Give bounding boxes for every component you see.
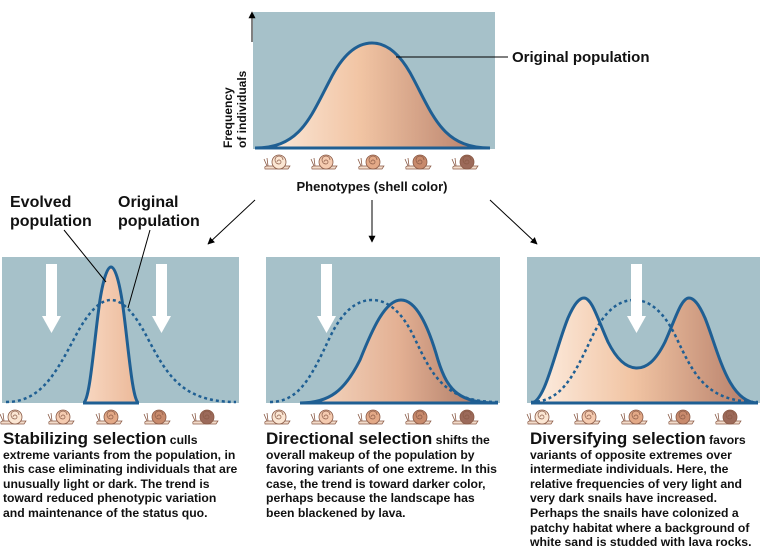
diversifying-text: favors variants of opposite extremes ove… [530,433,752,550]
selection-arrow-icon [152,264,171,333]
y-axis-label: Frequency of individuals [221,70,249,148]
top-panel: Original population Frequency of individ… [221,11,650,194]
snail-icon [0,409,27,425]
snail-rows [0,154,742,425]
snail-icon [263,154,291,170]
selection-arrow-icon [42,264,61,333]
directional-text: shifts the overall makeup of the populat… [266,433,497,520]
snail-icon [451,409,479,425]
snail-icon [404,409,432,425]
stabilizing-evolved-curve [81,265,141,405]
evolved-leader-line [63,229,107,283]
snail-icon [451,154,479,170]
directional-panel [266,257,500,405]
stabilizing-text: culls extreme variants from the populati… [3,433,238,520]
snail-icon [47,409,75,425]
diversifying-original-curve [530,298,759,404]
snail-icon [95,409,123,425]
snail-icon [620,409,648,425]
flow-arrow-icon [207,199,256,245]
original-population-label-line2: population [118,213,200,230]
evolved-population-label-line2: population [10,213,92,230]
y-axis-label-line2: of individuals [235,70,249,148]
directional-title: Directional selection [266,429,433,448]
stabilizing-title: Stabilizing selection [3,429,167,448]
snail-icon [263,409,291,425]
snail-icon [310,409,338,425]
diversifying-description: Diversifying selection favors variants o… [530,430,762,550]
diversifying-evolved-curve [530,296,759,405]
flow-arrows [207,199,538,245]
snail-icon [573,409,601,425]
stabilizing-original-curve [5,298,237,404]
snail-icon [714,409,742,425]
x-axis-label: Phenotypes (shell color) [297,179,448,194]
snail-icon [357,154,385,170]
diversifying-title: Diversifying selection [530,429,706,448]
selection-arrow-icon [627,264,646,333]
original-population-label-line1: Original [118,194,178,211]
snail-icon [404,154,432,170]
directional-evolved-curve [299,298,499,405]
curve-label-original-population: Original population [512,49,650,66]
stabilizing-description: Stabilizing selection culls extreme vari… [3,430,239,521]
snail-icon [526,409,554,425]
original-population-curve [254,41,491,150]
snail-icon [357,409,385,425]
diversifying-panel [527,257,760,405]
snail-icon [143,409,171,425]
snail-icon [667,409,695,425]
snail-icon [310,154,338,170]
evolved-population-label-line1: Evolved [10,194,71,211]
flow-arrow-icon [489,199,538,245]
directional-description: Directional selection shifts the overall… [266,430,498,521]
directional-original-curve [269,298,499,404]
snail-icon [191,409,219,425]
y-axis-label-line1: Frequency [221,87,235,148]
selection-arrow-icon [317,264,336,333]
stabilizing-panel: Evolved population Original population [2,194,239,405]
original-leader-line [127,229,151,309]
